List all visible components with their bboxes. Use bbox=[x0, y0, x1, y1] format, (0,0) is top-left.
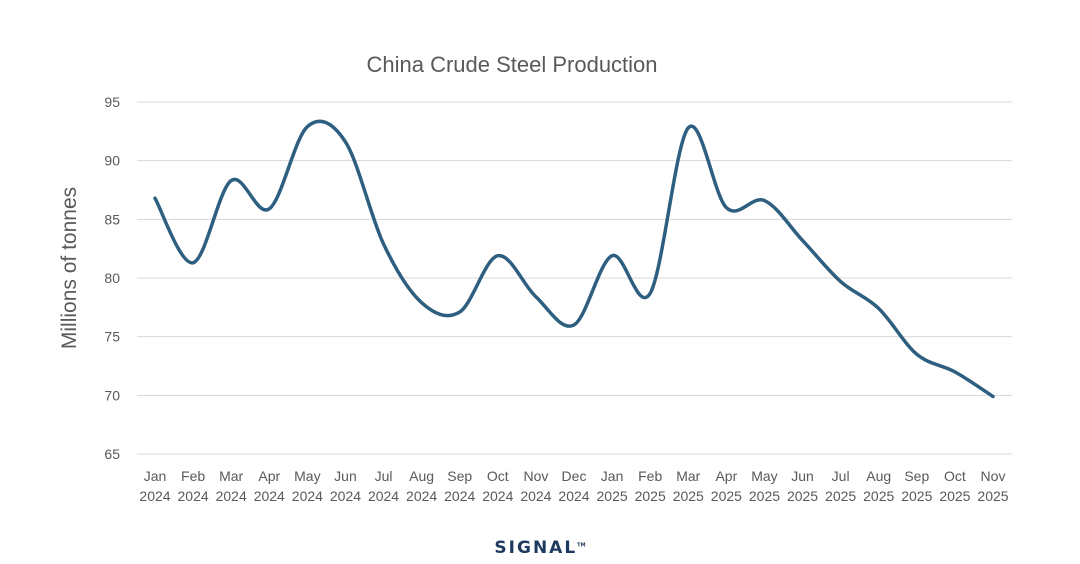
x-tick-label: Feb bbox=[181, 468, 205, 484]
x-tick-year: 2025 bbox=[597, 488, 628, 504]
x-tick-year: 2024 bbox=[139, 488, 170, 504]
x-tick-year: 2024 bbox=[330, 488, 361, 504]
y-tick-label: 95 bbox=[104, 94, 120, 110]
x-tick-year: 2025 bbox=[749, 488, 780, 504]
x-tick-year: 2024 bbox=[520, 488, 551, 504]
x-tick-year: 2024 bbox=[216, 488, 247, 504]
x-tick-year: 2025 bbox=[635, 488, 666, 504]
x-tick-year: 2024 bbox=[558, 488, 589, 504]
x-tick-label: Mar bbox=[219, 468, 243, 484]
x-tick-label: Feb bbox=[638, 468, 662, 484]
x-tick-year: 2024 bbox=[178, 488, 209, 504]
x-tick-year: 2025 bbox=[863, 488, 894, 504]
x-tick-label: Dec bbox=[562, 468, 587, 484]
x-tick-year: 2025 bbox=[787, 488, 818, 504]
y-tick-label: 90 bbox=[104, 153, 120, 169]
x-tick-label: May bbox=[751, 468, 777, 484]
x-tick-year: 2025 bbox=[673, 488, 704, 504]
chart-title: China Crude Steel Production bbox=[366, 52, 657, 77]
x-tick-label: Jan bbox=[144, 468, 167, 484]
x-tick-label: Apr bbox=[715, 468, 737, 484]
x-tick-label: Jun bbox=[791, 468, 814, 484]
x-tick-year: 2024 bbox=[444, 488, 475, 504]
x-tick-label: Sep bbox=[904, 468, 929, 484]
x-tick-label: Jan bbox=[601, 468, 624, 484]
x-tick-label: Jul bbox=[375, 468, 393, 484]
x-tick-label: Apr bbox=[258, 468, 280, 484]
y-tick-label: 70 bbox=[104, 387, 120, 403]
x-tick-label: Mar bbox=[676, 468, 700, 484]
logo-trademark: TM bbox=[577, 542, 586, 549]
x-tick-label: Nov bbox=[981, 468, 1006, 484]
y-axis-label: Millions of tonnes bbox=[58, 187, 81, 349]
x-tick-year: 2025 bbox=[939, 488, 970, 504]
x-tick-year: 2025 bbox=[977, 488, 1008, 504]
x-tick-year: 2024 bbox=[292, 488, 323, 504]
signal-logo: SIGNALTM bbox=[0, 538, 1080, 558]
y-tick-label: 75 bbox=[104, 329, 120, 345]
x-tick-year: 2024 bbox=[406, 488, 437, 504]
x-tick-label: Sep bbox=[447, 468, 472, 484]
x-tick-year: 2025 bbox=[901, 488, 932, 504]
y-tick-label: 65 bbox=[104, 446, 120, 462]
series-line bbox=[153, 119, 995, 399]
logo-text: SIGNAL bbox=[494, 538, 578, 558]
y-tick-label: 85 bbox=[104, 211, 120, 227]
x-tick-year: 2024 bbox=[368, 488, 399, 504]
x-tick-label: Aug bbox=[409, 468, 434, 484]
x-tick-year: 2024 bbox=[482, 488, 513, 504]
x-tick-label: Oct bbox=[944, 468, 966, 484]
x-tick-year: 2025 bbox=[825, 488, 856, 504]
x-tick-label: May bbox=[294, 468, 320, 484]
x-tick-label: Nov bbox=[523, 468, 548, 484]
x-tick-year: 2025 bbox=[711, 488, 742, 504]
x-tick-label: Oct bbox=[487, 468, 509, 484]
x-tick-label: Jul bbox=[832, 468, 850, 484]
x-tick-year: 2024 bbox=[254, 488, 285, 504]
x-tick-label: Jun bbox=[334, 468, 357, 484]
y-tick-label: 80 bbox=[104, 270, 120, 286]
x-tick-label: Aug bbox=[866, 468, 891, 484]
